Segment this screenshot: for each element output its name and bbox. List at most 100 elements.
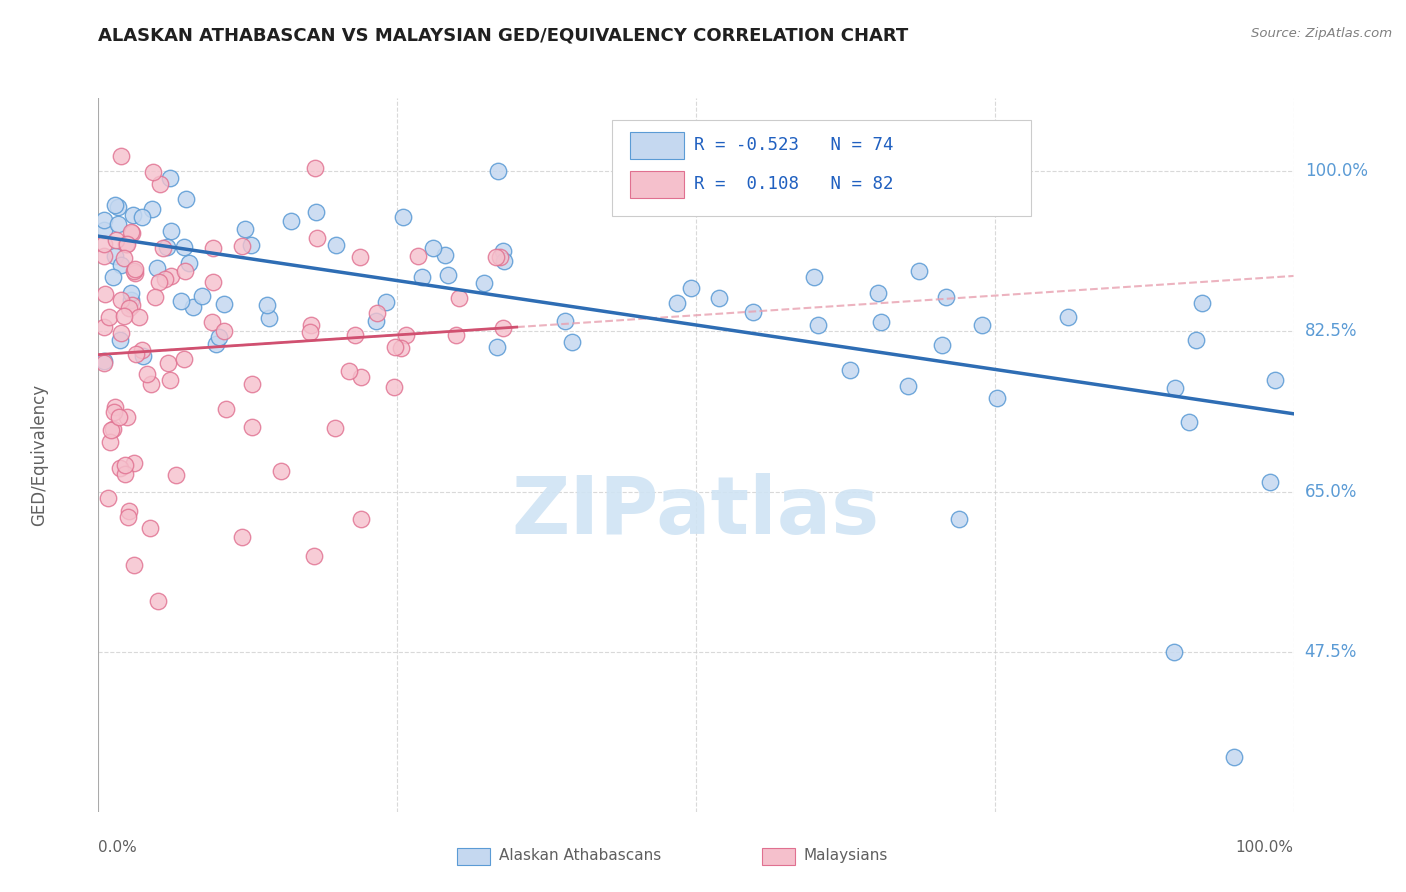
Point bbox=[299, 325, 322, 339]
Point bbox=[159, 373, 181, 387]
Point bbox=[122, 208, 145, 222]
Point bbox=[112, 309, 135, 323]
Point bbox=[108, 410, 131, 425]
Point bbox=[114, 458, 136, 473]
Point bbox=[488, 250, 510, 264]
Point bbox=[1184, 333, 1206, 347]
Point bbox=[280, 214, 302, 228]
Point bbox=[156, 239, 179, 253]
Text: R =  0.108   N = 82: R = 0.108 N = 82 bbox=[693, 176, 893, 194]
Point bbox=[148, 594, 170, 608]
Point bbox=[256, 298, 278, 312]
Point bbox=[131, 343, 153, 357]
Point bbox=[323, 421, 346, 435]
FancyBboxPatch shape bbox=[612, 120, 1031, 216]
Point bbox=[117, 301, 139, 315]
Point bbox=[907, 264, 929, 278]
Point bbox=[375, 295, 398, 310]
Point bbox=[110, 258, 132, 272]
Point bbox=[112, 251, 135, 265]
Point bbox=[143, 290, 166, 304]
Point bbox=[1264, 373, 1286, 387]
Point bbox=[191, 289, 214, 303]
Point bbox=[93, 213, 115, 227]
Point bbox=[742, 305, 765, 319]
Point bbox=[1178, 415, 1201, 429]
Point bbox=[349, 251, 371, 265]
Text: ZIPatlas: ZIPatlas bbox=[512, 473, 880, 551]
Point bbox=[868, 286, 890, 301]
Point bbox=[384, 340, 406, 354]
Text: ALASKAN ATHABASCAN VS MALAYSIAN GED/EQUIVALENCY CORRELATION CHART: ALASKAN ATHABASCAN VS MALAYSIAN GED/EQUI… bbox=[98, 27, 908, 45]
Point bbox=[554, 314, 576, 328]
Point bbox=[931, 338, 953, 352]
Point bbox=[389, 341, 412, 355]
Point bbox=[120, 225, 142, 239]
Point bbox=[215, 401, 238, 416]
Point bbox=[212, 324, 235, 338]
Point bbox=[93, 249, 115, 263]
Point bbox=[882, 170, 904, 185]
Point bbox=[141, 202, 163, 216]
Text: 0.0%: 0.0% bbox=[98, 840, 138, 855]
Point bbox=[839, 363, 862, 377]
Point bbox=[485, 250, 508, 264]
Point bbox=[394, 327, 416, 342]
Point bbox=[120, 293, 142, 307]
Point bbox=[561, 334, 583, 349]
Point bbox=[382, 380, 405, 394]
Point bbox=[1057, 310, 1080, 324]
Point bbox=[270, 464, 292, 478]
Point bbox=[93, 236, 115, 251]
Text: Malaysians: Malaysians bbox=[804, 848, 889, 863]
Point bbox=[142, 164, 165, 178]
Point bbox=[208, 330, 231, 344]
Point bbox=[177, 256, 200, 270]
Point bbox=[115, 236, 138, 251]
Point bbox=[138, 521, 160, 535]
Point bbox=[437, 268, 460, 282]
Point bbox=[1164, 382, 1187, 396]
Point bbox=[94, 286, 117, 301]
Point bbox=[891, 194, 914, 208]
Point bbox=[202, 276, 225, 290]
Point bbox=[350, 512, 373, 526]
Point bbox=[325, 237, 347, 252]
Point bbox=[472, 277, 495, 291]
Point bbox=[100, 423, 122, 437]
Point bbox=[1191, 296, 1213, 310]
Point bbox=[803, 270, 825, 285]
Point bbox=[304, 161, 326, 176]
Point bbox=[152, 240, 174, 254]
Point bbox=[93, 223, 115, 237]
Point bbox=[231, 530, 253, 544]
Point bbox=[231, 239, 253, 253]
Point bbox=[948, 512, 970, 526]
Point bbox=[174, 41, 197, 55]
Point bbox=[411, 269, 433, 284]
Point bbox=[122, 263, 145, 277]
Point bbox=[240, 419, 263, 434]
Point bbox=[235, 221, 257, 235]
Text: 82.5%: 82.5% bbox=[1305, 322, 1357, 341]
Point bbox=[491, 244, 513, 259]
Point bbox=[141, 377, 163, 392]
Text: 65.0%: 65.0% bbox=[1305, 483, 1357, 500]
Point bbox=[124, 261, 146, 276]
Point bbox=[108, 461, 131, 475]
Point bbox=[118, 504, 141, 518]
Point bbox=[114, 467, 136, 482]
Point bbox=[149, 177, 172, 191]
Point bbox=[153, 272, 176, 286]
Point bbox=[986, 391, 1008, 405]
Point bbox=[93, 354, 115, 368]
Point bbox=[707, 291, 730, 305]
Point bbox=[205, 337, 228, 351]
Point bbox=[305, 204, 328, 219]
Text: R = -0.523   N = 74: R = -0.523 N = 74 bbox=[693, 136, 893, 154]
Point bbox=[121, 226, 143, 240]
Point bbox=[131, 211, 153, 225]
Text: 100.0%: 100.0% bbox=[1236, 840, 1294, 855]
Point bbox=[107, 200, 129, 214]
Point bbox=[1258, 475, 1281, 490]
